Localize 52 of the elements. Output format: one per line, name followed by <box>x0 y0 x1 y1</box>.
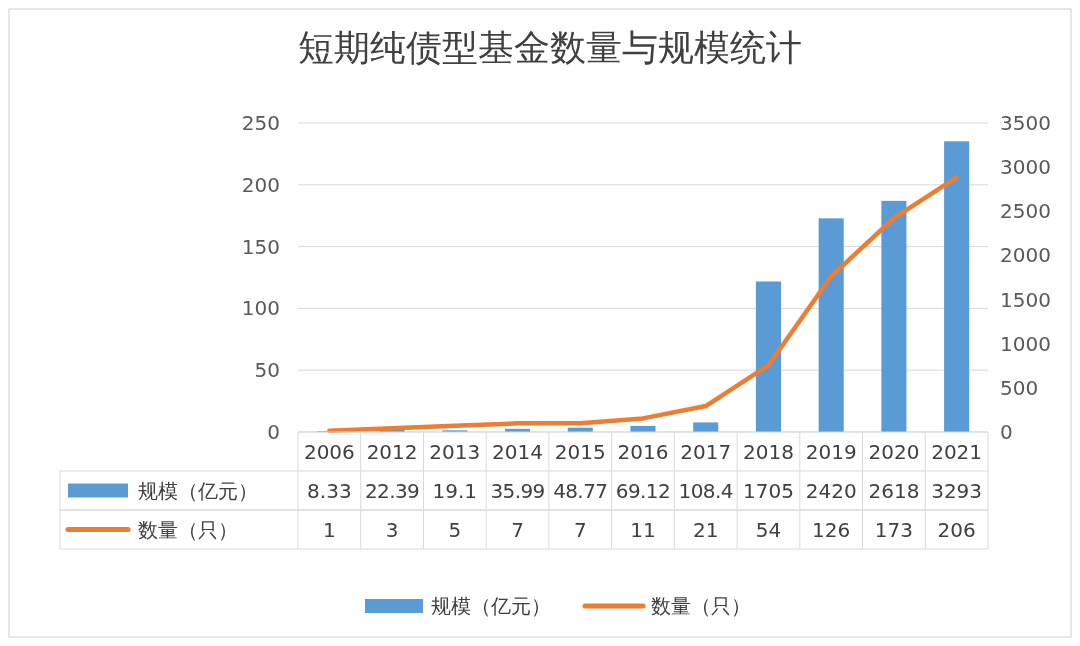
x-tick-label: 2006 <box>303 439 355 464</box>
data-label: 54 <box>755 517 782 542</box>
y2-tick-label: 0 <box>1000 420 1013 444</box>
x-tick-label: 2019 <box>805 439 857 464</box>
x-tick-label: 2016 <box>617 439 669 464</box>
data-label: 3 <box>385 517 399 542</box>
data-label: 48.77 <box>553 478 608 503</box>
data-label: 3293 <box>931 478 983 503</box>
data-label: 206 <box>937 517 976 542</box>
legend-label: 规模（亿元） <box>138 478 258 503</box>
y2-tick-label: 3500 <box>1000 111 1051 135</box>
data-label: 5 <box>448 517 462 542</box>
data-label: 11 <box>630 517 656 542</box>
y-tick-label: 100 <box>241 296 280 321</box>
data-label: 69.12 <box>615 478 671 503</box>
x-tick-label: 2013 <box>429 439 481 464</box>
y2-tick-label: 1000 <box>1000 331 1051 356</box>
x-tick-label: 2018 <box>743 439 794 464</box>
x-tick-label: 2012 <box>366 439 418 464</box>
data-label: 1 <box>323 517 336 542</box>
y2-tick-label: 1500 <box>1000 287 1051 312</box>
data-label: 7 <box>573 517 587 542</box>
y2-tick-label: 3000 <box>1000 155 1051 180</box>
data-label: 173 <box>874 517 913 542</box>
data-label: 19.1 <box>432 478 478 503</box>
data-label: 22.39 <box>364 478 420 503</box>
y-tick-label: 200 <box>241 172 280 197</box>
x-tick-label: 2015 <box>554 439 606 464</box>
y-tick-label: 50 <box>254 358 280 383</box>
x-tick-label: 2014 <box>492 439 543 464</box>
y-tick-label: 150 <box>241 234 280 259</box>
text: 规模（亿元） <box>431 594 551 618</box>
data-label: 1705 <box>743 478 794 503</box>
y2-tick-label: 2500 <box>1000 199 1051 224</box>
text: 数量（只） <box>651 594 751 618</box>
y-tick-label: 0 <box>267 420 280 444</box>
data-label: 35.99 <box>490 478 545 503</box>
x-tick-label: 2017 <box>680 439 732 464</box>
data-label: 2420 <box>805 478 857 503</box>
data-label: 7 <box>511 517 524 542</box>
legend-label: 数量（只） <box>138 517 238 542</box>
data-label: 108.4 <box>678 478 733 503</box>
y2-tick-label: 500 <box>1000 375 1039 400</box>
data-label: 2618 <box>868 478 920 503</box>
data-label: 21 <box>693 517 719 542</box>
x-tick-label: 2020 <box>868 439 920 464</box>
chart-title: 短期纯债型基金数量与规模统计 <box>298 27 802 68</box>
y-tick-label: 250 <box>241 111 280 135</box>
x-tick-label: 2021 <box>931 439 983 464</box>
y2-tick-label: 2000 <box>1000 243 1051 268</box>
data-label: 126 <box>812 517 851 542</box>
data-label: 8.33 <box>307 478 352 503</box>
